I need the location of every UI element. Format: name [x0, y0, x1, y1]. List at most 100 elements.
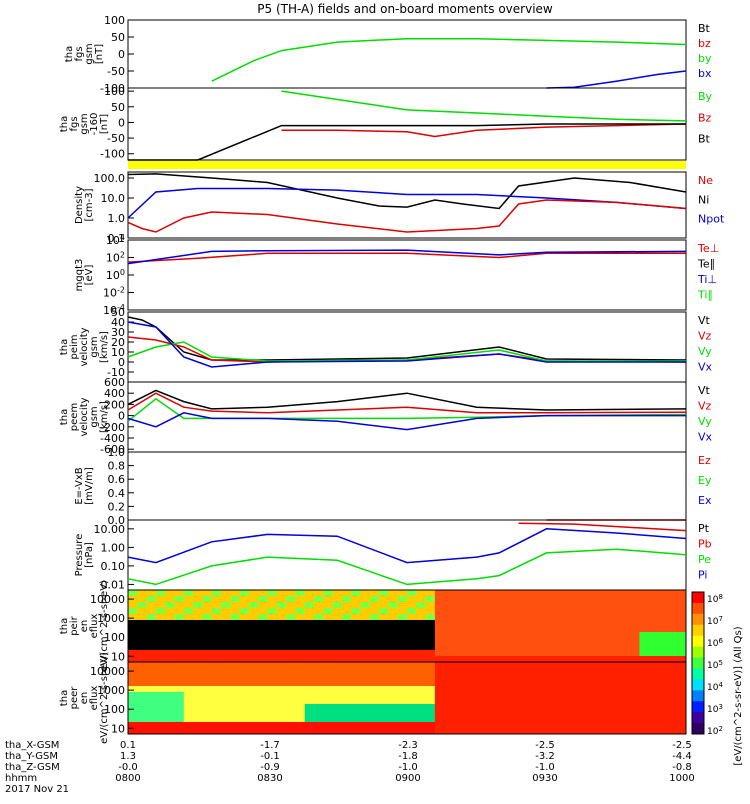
- colorbar-tick-label: 102: [707, 725, 723, 737]
- spectrogram-cell: [630, 686, 640, 693]
- spectrogram-cell: [555, 698, 566, 705]
- spectrogram-cell: [146, 632, 157, 639]
- spectrogram-cell: [546, 716, 557, 723]
- spectrogram-cell: [165, 620, 175, 627]
- spectrogram-cell: [425, 728, 436, 735]
- spectrogram-cell: [407, 644, 417, 651]
- spectrogram-cell: [360, 656, 371, 663]
- spectrogram-cell: [481, 710, 492, 717]
- spectrogram-cell: [453, 602, 464, 609]
- spectrogram-cell: [332, 692, 343, 699]
- spectrogram-cell: [434, 698, 445, 705]
- x-row-value: -1.0: [535, 762, 555, 773]
- spectrogram-cell: [267, 650, 278, 657]
- spectrogram-cell: [193, 632, 203, 639]
- spectrogram-cell: [369, 590, 380, 597]
- spectrogram-cell: [388, 704, 399, 711]
- spectrogram-cell: [490, 608, 501, 615]
- spectrogram-cell: [341, 710, 352, 717]
- spectrogram-cell: [676, 620, 687, 627]
- spectrogram-cell: [527, 698, 538, 705]
- y-tick-label: 1.0: [108, 446, 126, 459]
- spectrogram-cell: [444, 692, 454, 699]
- legend-entry-bz: bz: [698, 37, 711, 50]
- spectrogram-cell: [416, 602, 427, 609]
- spectrogram-cell: [462, 668, 473, 675]
- spectrogram-cell: [183, 704, 194, 711]
- spectrogram-cell: [174, 662, 185, 669]
- spectrogram-cell: [481, 692, 492, 699]
- spectrogram-cell: [472, 602, 482, 609]
- spectrogram-cell: [667, 650, 678, 657]
- spectrogram-cell: [174, 686, 185, 693]
- spectrogram-cell: [332, 608, 343, 615]
- spectrogram-cell: [258, 686, 268, 693]
- spectrogram-cell: [425, 716, 436, 723]
- spectrogram-cell: [304, 710, 315, 717]
- spectrogram-cell: [453, 632, 464, 639]
- spectrogram-cell: [304, 638, 315, 645]
- spectrogram-cell: [574, 692, 585, 699]
- spectrogram-cell: [248, 590, 259, 597]
- y-tick-label: 10.00: [94, 523, 126, 536]
- spectrogram-cell: [481, 704, 492, 711]
- spectrogram-cell: [155, 728, 166, 735]
- y-tick-label: 400: [104, 387, 125, 400]
- spectrogram-cell: [407, 590, 417, 597]
- spectrogram-cell: [639, 704, 650, 711]
- spectrogram-cell: [648, 626, 659, 633]
- spectrogram-cell: [676, 650, 687, 657]
- spectrogram-cell: [221, 686, 231, 693]
- spectrogram-cell: [555, 728, 566, 735]
- spectrogram-cell: [611, 632, 622, 639]
- spectrogram-cell: [500, 698, 510, 705]
- spectrogram-cell: [593, 626, 603, 633]
- spectrogram-cell: [165, 650, 175, 657]
- spectrogram-cell: [648, 662, 659, 669]
- spectrogram-cell: [314, 608, 324, 615]
- spectrogram-cell: [500, 662, 510, 669]
- spectrogram-cell: [667, 596, 678, 603]
- spectrogram-cell: [565, 710, 575, 717]
- spectrogram-cell: [323, 650, 334, 657]
- spectrogram-cell: [388, 716, 399, 723]
- spectrogram-cell: [425, 602, 436, 609]
- spectrogram-cell: [267, 602, 278, 609]
- spectrogram-cell: [444, 590, 454, 597]
- spectrogram-cell: [128, 698, 138, 705]
- spectrogram-cell: [518, 632, 529, 639]
- spectrogram-cell: [286, 686, 296, 693]
- spectrogram-cell: [537, 638, 547, 645]
- spectrogram-cell: [295, 698, 306, 705]
- spectrogram-cell: [388, 680, 399, 687]
- panel-frame: [127, 19, 687, 89]
- colorbar-segment: [692, 635, 704, 648]
- spectrogram-cell: [165, 704, 175, 711]
- spectrogram-cell: [146, 704, 157, 711]
- spectrogram-cell: [593, 698, 603, 705]
- spectrogram-cell: [202, 650, 213, 657]
- spectrogram-cell: [341, 704, 352, 711]
- spectrogram-cell: [341, 716, 352, 723]
- spectrogram-cell: [295, 680, 306, 687]
- spectrogram-cell: [165, 716, 175, 723]
- spectrogram-cell: [583, 662, 594, 669]
- spectrogram-cell: [583, 686, 594, 693]
- spectrogram-cell: [444, 716, 454, 723]
- spectrogram-cell: [555, 650, 566, 657]
- spectrogram-cell: [574, 722, 585, 729]
- legend-entry-Ti⊥: Ti⊥: [697, 273, 717, 286]
- spectrogram-cell: [239, 596, 250, 603]
- spectrogram-cell: [620, 626, 631, 633]
- spectrogram-cell: [481, 656, 492, 663]
- spectrogram-cell: [453, 590, 464, 597]
- spectrogram-cell: [276, 704, 287, 711]
- spectrogram-cell: [314, 674, 324, 681]
- spectrogram-cell: [453, 668, 464, 675]
- spectrogram-cell: [565, 650, 575, 657]
- spectrogram-cell: [620, 602, 631, 609]
- spectrogram-cell: [583, 590, 594, 597]
- spectrogram-cell: [314, 728, 324, 735]
- spectrogram-cell: [183, 662, 194, 669]
- colorbar-segment: [692, 701, 704, 713]
